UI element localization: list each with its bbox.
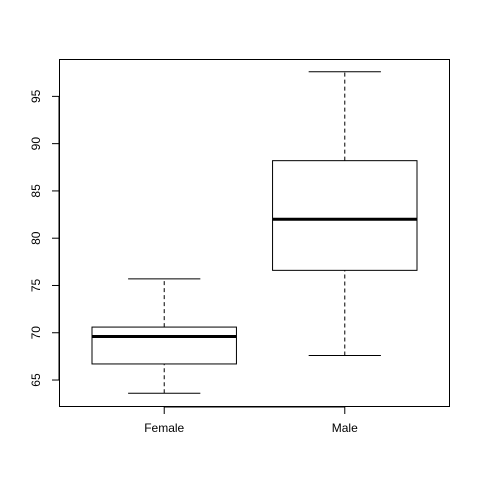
- x-axis: Female Male: [144, 406, 358, 435]
- y-tick-label: 95: [29, 89, 43, 103]
- y-axis: 65 70 75 80 85 90 95: [29, 89, 60, 387]
- y-tick-label: 90: [29, 137, 43, 151]
- y-tick-label: 80: [29, 231, 43, 245]
- boxes: [91, 71, 418, 394]
- x-tick-label: Male: [332, 421, 358, 435]
- box-female: [91, 278, 237, 394]
- y-tick-label: 70: [29, 326, 43, 340]
- iqr-box: [91, 326, 237, 365]
- iqr-box: [272, 160, 418, 271]
- y-tick-label: 65: [29, 373, 43, 387]
- box-male: [272, 71, 418, 356]
- x-tick-label: Female: [144, 421, 184, 435]
- y-tick-label: 85: [29, 184, 43, 198]
- y-tick-label: 75: [29, 278, 43, 292]
